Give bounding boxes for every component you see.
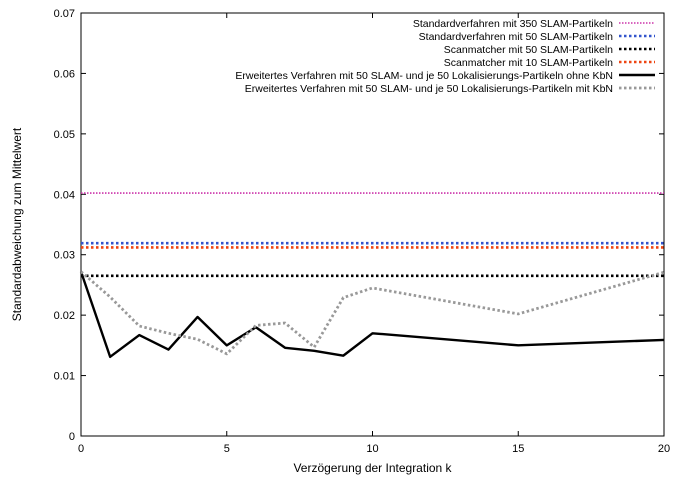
x-tick-label: 15 xyxy=(512,443,524,455)
legend-label-2: Standardverfahren mit 50 SLAM-Partikeln xyxy=(419,31,614,43)
series-group xyxy=(79,192,665,359)
x-tick-label: 5 xyxy=(224,443,230,455)
legend-label-1: Standardverfahren mit 350 SLAM-Partikeln xyxy=(413,18,613,30)
y-tick-label: 0.02 xyxy=(54,310,75,322)
x-axis: 0 5 10 15 20 xyxy=(78,13,670,455)
legend-label-5: Erweitertes Verfahren mit 50 SLAM- und j… xyxy=(235,70,613,82)
series-line-6 xyxy=(80,270,665,356)
x-tick-label: 0 xyxy=(78,443,84,455)
x-axis-label: Verzögerung der Integration k xyxy=(293,461,452,475)
y-tick-label: 0 xyxy=(69,431,75,443)
legend: Standardverfahren mit 350 SLAM-Partikeln… xyxy=(235,18,655,95)
y-axis: 0 0.01 0.02 0.03 0.04 0.05 0.06 0.07 xyxy=(54,8,664,443)
y-tick-label: 0.06 xyxy=(54,68,75,80)
x-tick-label: 10 xyxy=(366,443,378,455)
series-line-5 xyxy=(79,271,665,359)
y-tick-label: 0.03 xyxy=(54,250,75,262)
y-tick-label: 0.04 xyxy=(54,189,75,201)
y-tick-label: 0.01 xyxy=(54,371,75,383)
legend-label-6: Erweitertes Verfahren mit 50 SLAM- und j… xyxy=(245,83,613,95)
y-tick-label: 0.07 xyxy=(54,8,75,20)
y-tick-label: 0.05 xyxy=(54,129,75,141)
legend-label-4: Scanmatcher mit 10 SLAM-Partikeln xyxy=(444,57,613,69)
y-axis-label: Standardabweichung zum Mittelwert xyxy=(10,127,24,321)
x-tick-label: 20 xyxy=(658,443,670,455)
legend-label-3: Scanmatcher mit 50 SLAM-Partikeln xyxy=(444,44,613,56)
